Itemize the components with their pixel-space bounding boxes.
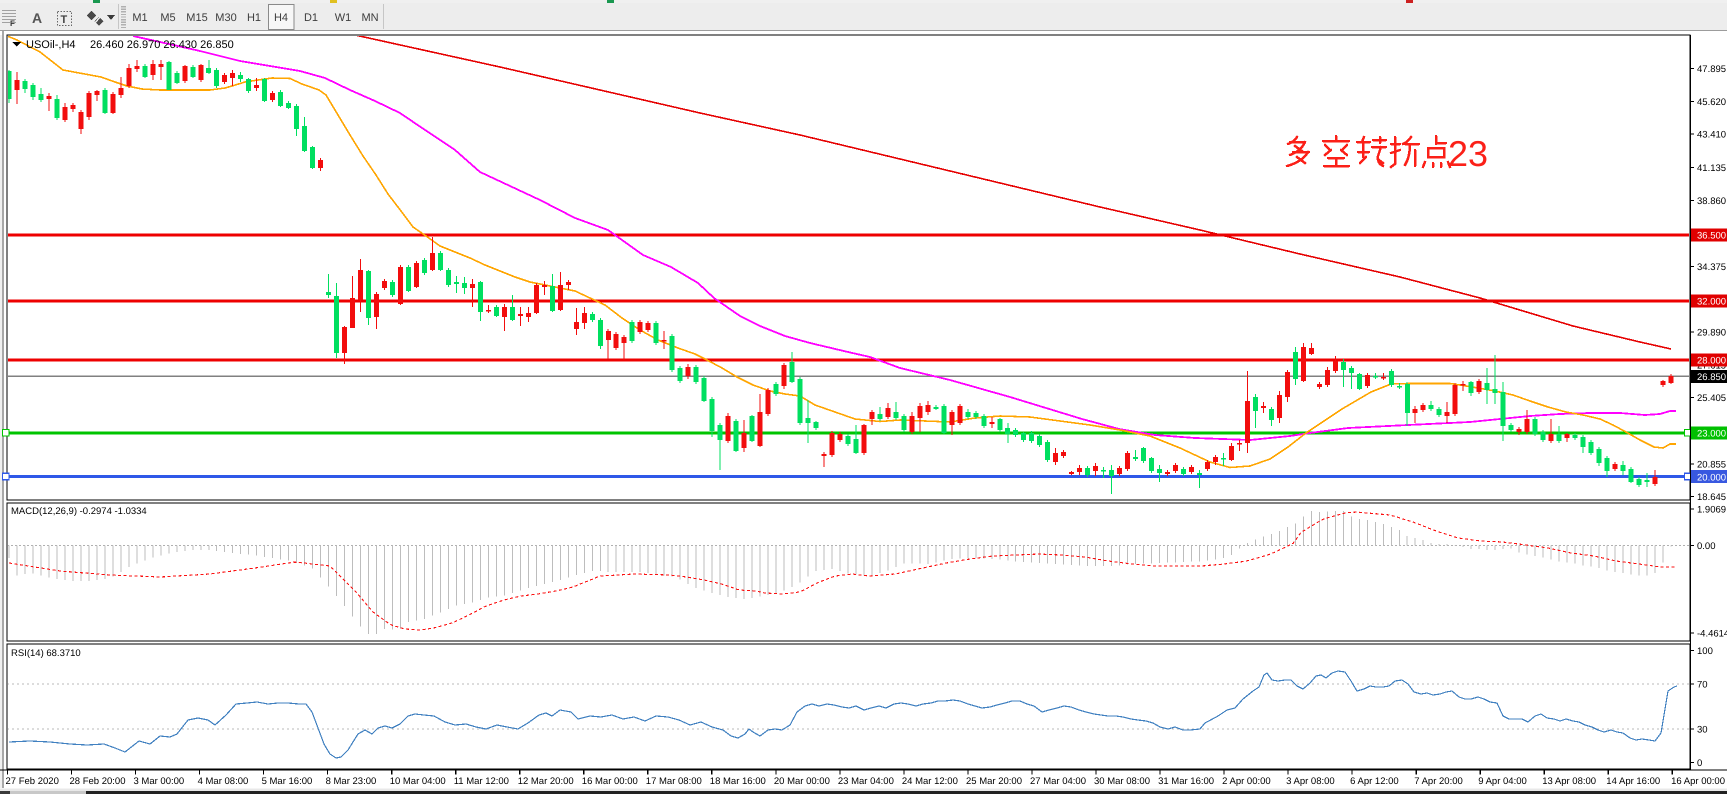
svg-text:25.405: 25.405 — [1697, 393, 1726, 404]
svg-text:17 Mar 08:00: 17 Mar 08:00 — [646, 776, 702, 787]
svg-text:30: 30 — [1697, 724, 1708, 735]
svg-text:41.135: 41.135 — [1697, 163, 1726, 174]
svg-text:8 Mar 23:00: 8 Mar 23:00 — [326, 776, 377, 787]
svg-text:38.860: 38.860 — [1697, 196, 1726, 207]
svg-text:31 Mar 16:00: 31 Mar 16:00 — [1158, 776, 1214, 787]
svg-text:3 Apr 08:00: 3 Apr 08:00 — [1286, 776, 1335, 787]
svg-text:28.000: 28.000 — [1697, 356, 1726, 367]
svg-text:14 Apr 16:00: 14 Apr 16:00 — [1606, 776, 1660, 787]
svg-text:23 Mar 04:00: 23 Mar 04:00 — [838, 776, 894, 787]
svg-text:24 Mar 12:00: 24 Mar 12:00 — [902, 776, 958, 787]
svg-text:M5: M5 — [160, 12, 175, 24]
svg-text:USOil-,H4: USOil-,H4 — [26, 39, 76, 51]
svg-text:0: 0 — [1697, 758, 1702, 769]
svg-text:D1: D1 — [304, 12, 318, 24]
svg-text:18 Mar 16:00: 18 Mar 16:00 — [710, 776, 766, 787]
svg-text:28 Feb 20:00: 28 Feb 20:00 — [70, 776, 126, 787]
svg-text:RSI(14) 68.3710: RSI(14) 68.3710 — [11, 648, 81, 659]
svg-text:47.895: 47.895 — [1697, 64, 1726, 75]
svg-text:T: T — [61, 14, 68, 26]
svg-text:A: A — [32, 10, 42, 26]
svg-text:12 Mar 20:00: 12 Mar 20:00 — [518, 776, 574, 787]
svg-text:100: 100 — [1697, 646, 1713, 657]
svg-text:1.9069: 1.9069 — [1697, 505, 1726, 516]
svg-text:MACD(12,26,9) -0.2974 -1.0334: MACD(12,26,9) -0.2974 -1.0334 — [11, 506, 147, 517]
svg-text:10 Mar 04:00: 10 Mar 04:00 — [390, 776, 446, 787]
svg-text:M15: M15 — [186, 12, 207, 24]
svg-text:F: F — [10, 19, 15, 28]
svg-text:-4.4614: -4.4614 — [1697, 629, 1727, 640]
svg-text:27 Feb 2020: 27 Feb 2020 — [6, 776, 59, 787]
svg-text:29.890: 29.890 — [1697, 327, 1726, 338]
svg-text:9 Apr 04:00: 9 Apr 04:00 — [1478, 776, 1527, 787]
svg-text:5 Mar 16:00: 5 Mar 16:00 — [262, 776, 313, 787]
svg-text:H4: H4 — [274, 12, 288, 24]
svg-text:26.460 26.970 26.430 26.850: 26.460 26.970 26.430 26.850 — [90, 39, 234, 51]
svg-text:23: 23 — [1448, 133, 1488, 174]
svg-text:6 Apr 12:00: 6 Apr 12:00 — [1350, 776, 1399, 787]
svg-text:26.850: 26.850 — [1697, 372, 1726, 383]
svg-text:45.620: 45.620 — [1697, 97, 1726, 108]
svg-text:2 Apr 00:00: 2 Apr 00:00 — [1222, 776, 1271, 787]
svg-text:18.645: 18.645 — [1697, 492, 1726, 503]
svg-text:20.855: 20.855 — [1697, 460, 1726, 471]
svg-text:M1: M1 — [132, 12, 147, 24]
svg-text:M30: M30 — [215, 12, 236, 24]
svg-text:20.000: 20.000 — [1697, 472, 1726, 483]
svg-text:36.500: 36.500 — [1697, 231, 1726, 242]
svg-text:23.000: 23.000 — [1697, 429, 1726, 440]
svg-text:27 Mar 04:00: 27 Mar 04:00 — [1030, 776, 1086, 787]
svg-text:7 Apr 20:00: 7 Apr 20:00 — [1414, 776, 1463, 787]
svg-text:MN: MN — [361, 12, 378, 24]
svg-text:32.000: 32.000 — [1697, 297, 1726, 308]
svg-text:16 Mar 00:00: 16 Mar 00:00 — [582, 776, 638, 787]
svg-text:H1: H1 — [247, 12, 261, 24]
svg-text:4 Mar 08:00: 4 Mar 08:00 — [198, 776, 249, 787]
svg-text:0.00: 0.00 — [1697, 541, 1716, 552]
svg-text:30 Mar 08:00: 30 Mar 08:00 — [1094, 776, 1150, 787]
svg-text:11 Mar 12:00: 11 Mar 12:00 — [454, 776, 509, 787]
svg-text:3 Mar 00:00: 3 Mar 00:00 — [134, 776, 185, 787]
svg-text:16 Apr 00:00: 16 Apr 00:00 — [1671, 776, 1725, 787]
svg-text:W1: W1 — [335, 12, 352, 24]
svg-text:34.375: 34.375 — [1697, 262, 1726, 273]
svg-text:25 Mar 20:00: 25 Mar 20:00 — [966, 776, 1022, 787]
svg-text:20 Mar 00:00: 20 Mar 00:00 — [774, 776, 830, 787]
svg-text:13 Apr 08:00: 13 Apr 08:00 — [1542, 776, 1596, 787]
svg-text:70: 70 — [1697, 680, 1708, 691]
svg-text:43.410: 43.410 — [1697, 130, 1726, 141]
